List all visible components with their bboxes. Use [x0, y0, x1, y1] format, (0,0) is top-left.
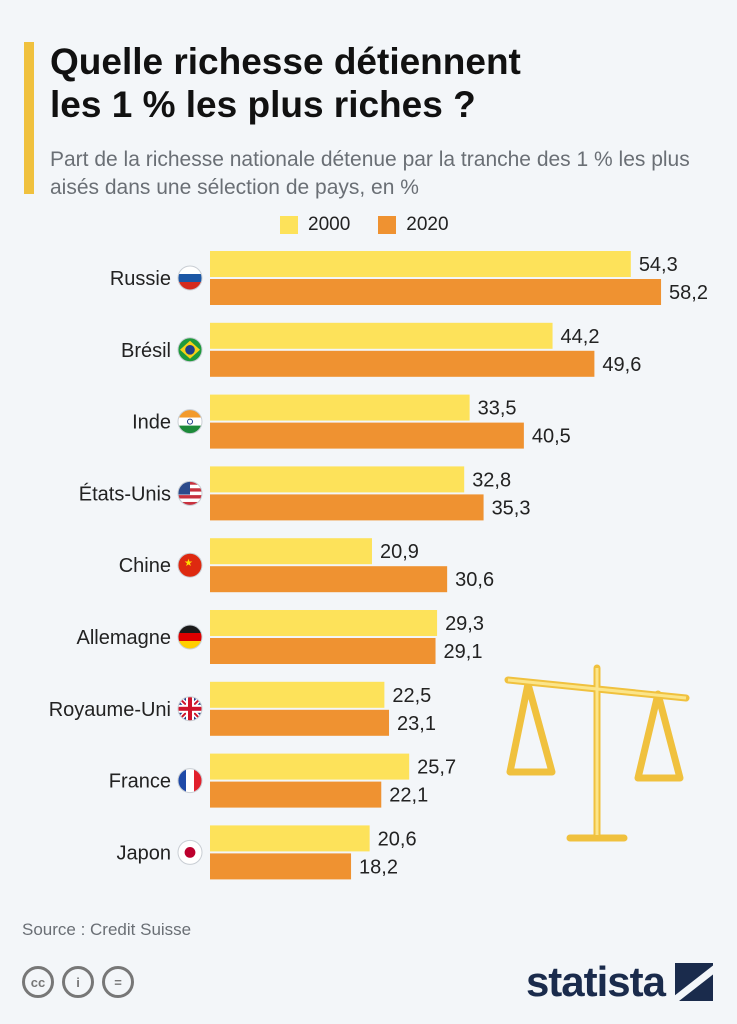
category-label: Royaume-Uni: [49, 699, 171, 721]
bar-2020: [210, 853, 352, 880]
data-label-2020: 30,6: [455, 569, 494, 591]
attribution-icon[interactable]: i: [62, 966, 94, 998]
germany-flag-icon: [177, 624, 203, 650]
data-label-2020: 22,1: [389, 785, 428, 807]
legend-swatch-2020: [378, 216, 397, 234]
bar-2020: [210, 422, 524, 449]
bar-2020: [210, 279, 662, 305]
data-label-2000: 25,7: [417, 757, 456, 779]
data-label-2020: 35,3: [492, 497, 531, 519]
bar-2020: [210, 709, 390, 736]
china-flag-icon: ★: [177, 552, 203, 578]
category-label: Inde: [132, 412, 171, 434]
usa-flag-icon: [177, 480, 203, 506]
category-label: Japon: [117, 842, 172, 864]
bar-2000: [210, 394, 470, 421]
legend: 2000 2020: [280, 212, 449, 238]
category-label: États-Unis: [79, 482, 171, 505]
india-flag-icon: [177, 409, 203, 435]
data-label-2020: 23,1: [397, 713, 436, 735]
bar-2000: [210, 322, 553, 349]
data-label-2000: 22,5: [392, 685, 431, 707]
title-accent-bar: [24, 42, 34, 194]
brand-name: statista: [525, 958, 666, 1005]
data-label-2020: 18,2: [359, 856, 398, 878]
russia-flag-icon: [177, 265, 203, 291]
statista-logo[interactable]: statista: [526, 958, 713, 1006]
bar-2020: [210, 350, 595, 377]
legend-item-2020: 2020: [378, 214, 449, 236]
chart-title: Quelle richesse détiennent les 1 % les p…: [50, 41, 521, 125]
svg-text:★: ★: [184, 558, 193, 569]
bar-2020: [210, 781, 382, 808]
data-label-2000: 33,5: [478, 398, 517, 420]
data-label-2000: 20,9: [380, 541, 419, 563]
legend-swatch-2000: [280, 216, 298, 234]
category-label: Chine: [119, 555, 171, 577]
data-label-2000: 29,3: [445, 613, 484, 635]
bar-2000: [210, 538, 372, 565]
bar-2000: [210, 466, 465, 493]
bar-2000: [210, 251, 631, 277]
bar-2020: [210, 638, 436, 664]
data-label-2000: 32,8: [472, 469, 511, 491]
data-label-2020: 40,5: [532, 426, 571, 448]
chart-subtitle: Part de la richesse nationale détenue pa…: [50, 148, 690, 199]
legend-item-2000: 2000: [280, 214, 350, 236]
category-label: Russie: [110, 268, 171, 290]
legend-label-2020: 2020: [406, 214, 449, 235]
statista-mark-icon: [675, 963, 713, 1001]
category-label: Brésil: [121, 340, 171, 362]
bar-2000: [210, 825, 370, 852]
bar-2000: [210, 681, 385, 708]
bar-chart: Russie 54,3 58,2 Brésil 44,249,6 Inde 33,5 40,5…: [49, 251, 708, 880]
bar-2000: [210, 610, 438, 636]
category-label: France: [109, 771, 171, 793]
data-label-2000: 54,3: [639, 254, 678, 276]
license-icons: cc i =: [22, 966, 134, 998]
data-label-2020: 58,2: [669, 282, 708, 304]
scales-of-justice-icon: [504, 664, 690, 842]
legend-label-2000: 2000: [308, 214, 351, 235]
uk-flag-icon: [177, 696, 203, 722]
bar-2020: [210, 566, 448, 593]
japan-flag-icon: [177, 839, 203, 865]
data-label-2000: 44,2: [561, 326, 600, 348]
data-label-2000: 20,6: [378, 828, 417, 850]
bar-2000: [210, 753, 410, 780]
no-derivatives-icon[interactable]: =: [102, 966, 134, 998]
source-note: Source : Credit Suisse: [22, 920, 192, 939]
category-label: Allemagne: [76, 627, 171, 649]
bar-2020: [210, 494, 484, 521]
data-label-2020: 29,1: [444, 641, 483, 663]
cc-icon[interactable]: cc: [22, 966, 54, 998]
france-flag-icon: [177, 768, 203, 794]
brazil-flag-icon: [177, 337, 203, 363]
data-label-2020: 49,6: [602, 354, 641, 376]
